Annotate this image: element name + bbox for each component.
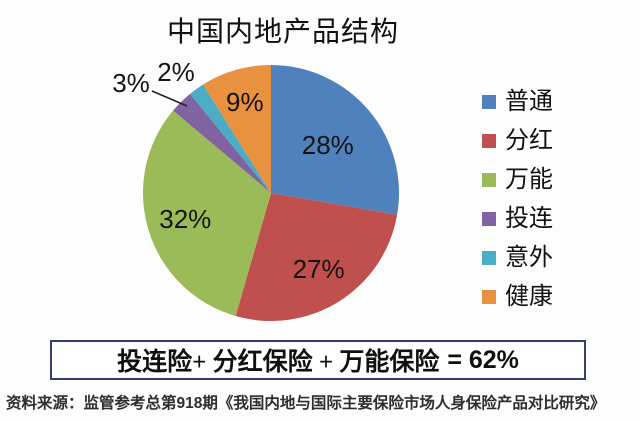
pie-label-accident: 2% [157,57,195,87]
legend-label-ordinary: 普通 [505,89,553,115]
source-note: 资料来源：监管参考总第918期《我国内地与国际主要保险市场人身保险产品对比研究》 [6,395,606,412]
legend-swatch-ordinary [482,95,496,109]
legend-label-participating: 分红 [505,128,553,154]
legend-swatch-participating [482,134,496,148]
pie-label-unit-linked: 3% [112,68,150,98]
legend: 普通分红万能投连意外健康 [482,90,553,309]
legend-label-accident: 意外 [505,245,553,271]
legend-item-health: 健康 [482,285,553,309]
pie-label-universal: 32% [159,204,211,234]
legend-label-health: 健康 [505,284,553,310]
pie-slice-unit-linked [173,93,271,193]
legend-label-universal: 万能 [505,167,553,193]
pie-slice-health [203,64,271,193]
legend-item-participating: 分红 [482,129,553,153]
pie-label-ordinary: 28% [302,130,354,160]
legend-swatch-universal [482,173,496,187]
label-leader-line [151,90,188,107]
pie-slice-participating [235,193,398,322]
legend-item-unit-linked: 投连 [482,207,553,231]
summary-text: 投连险+ 分红保险 + 万能保险 [117,349,440,376]
legend-swatch-unit-linked [482,212,496,226]
pie-slice-ordinary [271,65,399,215]
legend-item-accident: 意外 [482,246,553,270]
legend-swatch-health [482,290,496,304]
legend-swatch-accident [482,251,496,265]
pie-slice-universal [142,110,271,317]
summary-result: = 62% [447,345,519,374]
legend-label-unit-linked: 投连 [505,206,553,232]
legend-item-ordinary: 普通 [482,90,553,114]
pie-slice-accident [190,84,271,193]
pie-label-participating: 27% [293,254,345,284]
summary-box: 投连险+ 分红保险 + 万能保险 = 62% [50,340,586,380]
chart-title: 中国内地产品结构 [166,17,399,48]
pie-label-health: 9% [226,87,264,117]
legend-item-universal: 万能 [482,168,553,192]
